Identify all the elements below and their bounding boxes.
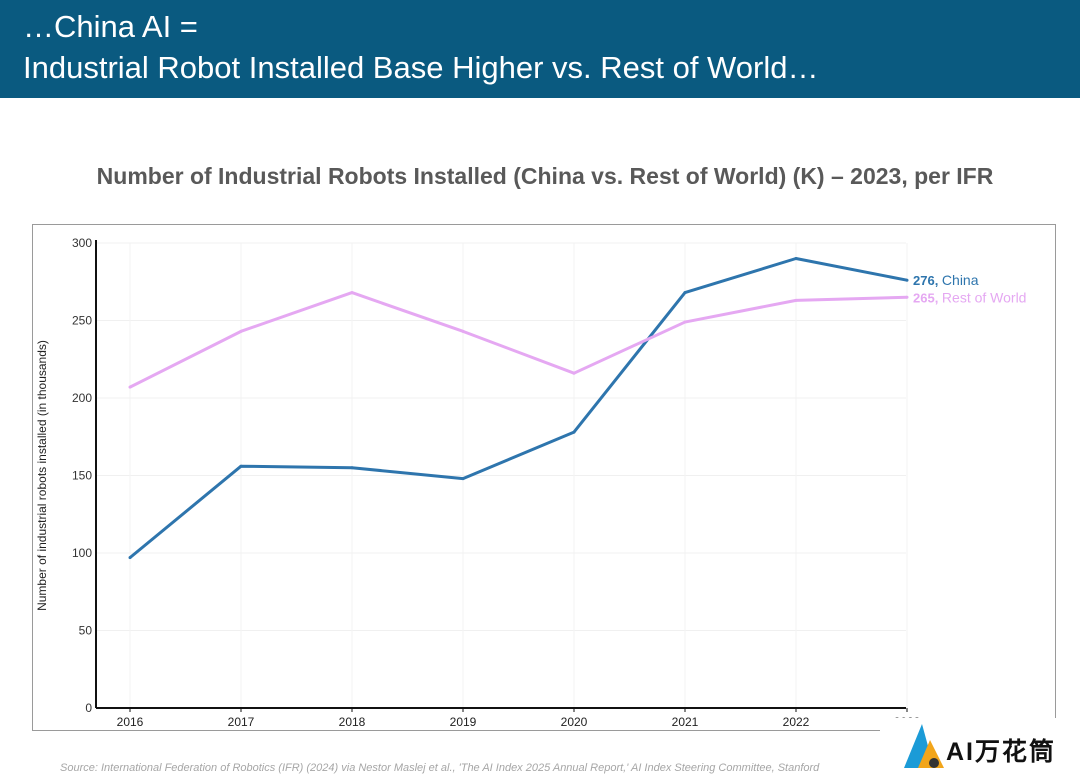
y-tick-label: 300 [72,236,92,250]
y-tick-label: 200 [72,391,92,405]
y-tick-label: 250 [72,314,92,328]
data-point [794,257,798,260]
data-point [350,466,354,470]
logo-text: AI万花筒 [946,738,1057,766]
x-tick-label: 2022 [783,715,810,729]
slide-title-line-1: …China AI = [23,9,198,44]
y-tick-label: 150 [72,469,92,483]
data-point [128,385,132,389]
x-tick-label: 2020 [561,715,588,729]
data-point [905,278,909,282]
y-tick-label: 100 [72,546,92,560]
x-tick-label: 2019 [450,715,477,729]
line-chart: 0 50 100 150 200 250 300 2016 2017 2018 2019 2020 20… [35,236,1026,729]
logo-icon [904,724,944,768]
chart-title: Number of Industrial Robots Installed (C… [96,163,994,189]
series-end-label: 265, Rest of World [913,289,1026,305]
data-point [572,430,576,434]
x-tick-label: 2016 [117,715,144,729]
y-tick-label: 0 [85,701,92,715]
data-point [461,477,465,481]
data-point [350,291,354,295]
data-point [683,320,687,324]
data-point [239,464,243,468]
y-axis-title: Number of industrial robots installed (i… [35,340,49,611]
end-label-series-name: China [942,272,979,288]
slide-title-line-2: Industrial Robot Installed Base Higher v… [23,50,819,85]
series-line-china [129,257,908,559]
y-tick-label: 50 [79,624,93,638]
chart-frame: 0 50 100 150 200 250 300 2016 2017 2018 2019 2020 20… [32,224,1056,731]
data-point [461,329,465,333]
end-label-value: 276, [913,273,942,288]
x-tick-label: 2017 [228,715,255,729]
series-line-rest-of-world [129,291,908,389]
logo [880,718,1080,775]
data-point [683,291,687,295]
data-point [572,371,576,375]
data-point [794,298,798,302]
end-label-series-name: Rest of World [942,289,1027,305]
data-point [128,556,132,560]
series-end-label: 276, China [913,272,979,288]
data-point [239,329,243,333]
source-note: Source: International Federation of Robo… [60,762,820,774]
end-label-value: 265, [913,290,942,305]
data-point [905,295,909,299]
slide-header: …China AI = Industrial Robot Installed B… [0,0,1080,98]
x-tick-label: 2018 [339,715,366,729]
x-tick-label: 2021 [672,715,699,729]
